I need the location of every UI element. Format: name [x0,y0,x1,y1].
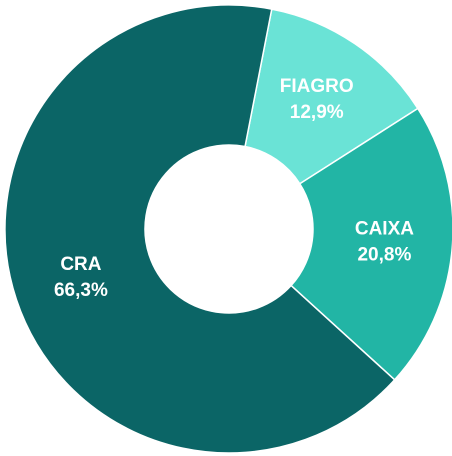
slice [4,4,396,454]
slice-value-label: 12,9% [290,102,344,123]
slice-value-label: 66,3% [54,280,108,301]
slice-value-label: 20,8% [357,244,411,265]
slice [290,107,452,381]
slice-name: CAIXA [355,218,414,239]
slice [244,8,419,185]
slice-name: FIAGRO [280,76,354,97]
slice-name: CRA [60,254,101,275]
